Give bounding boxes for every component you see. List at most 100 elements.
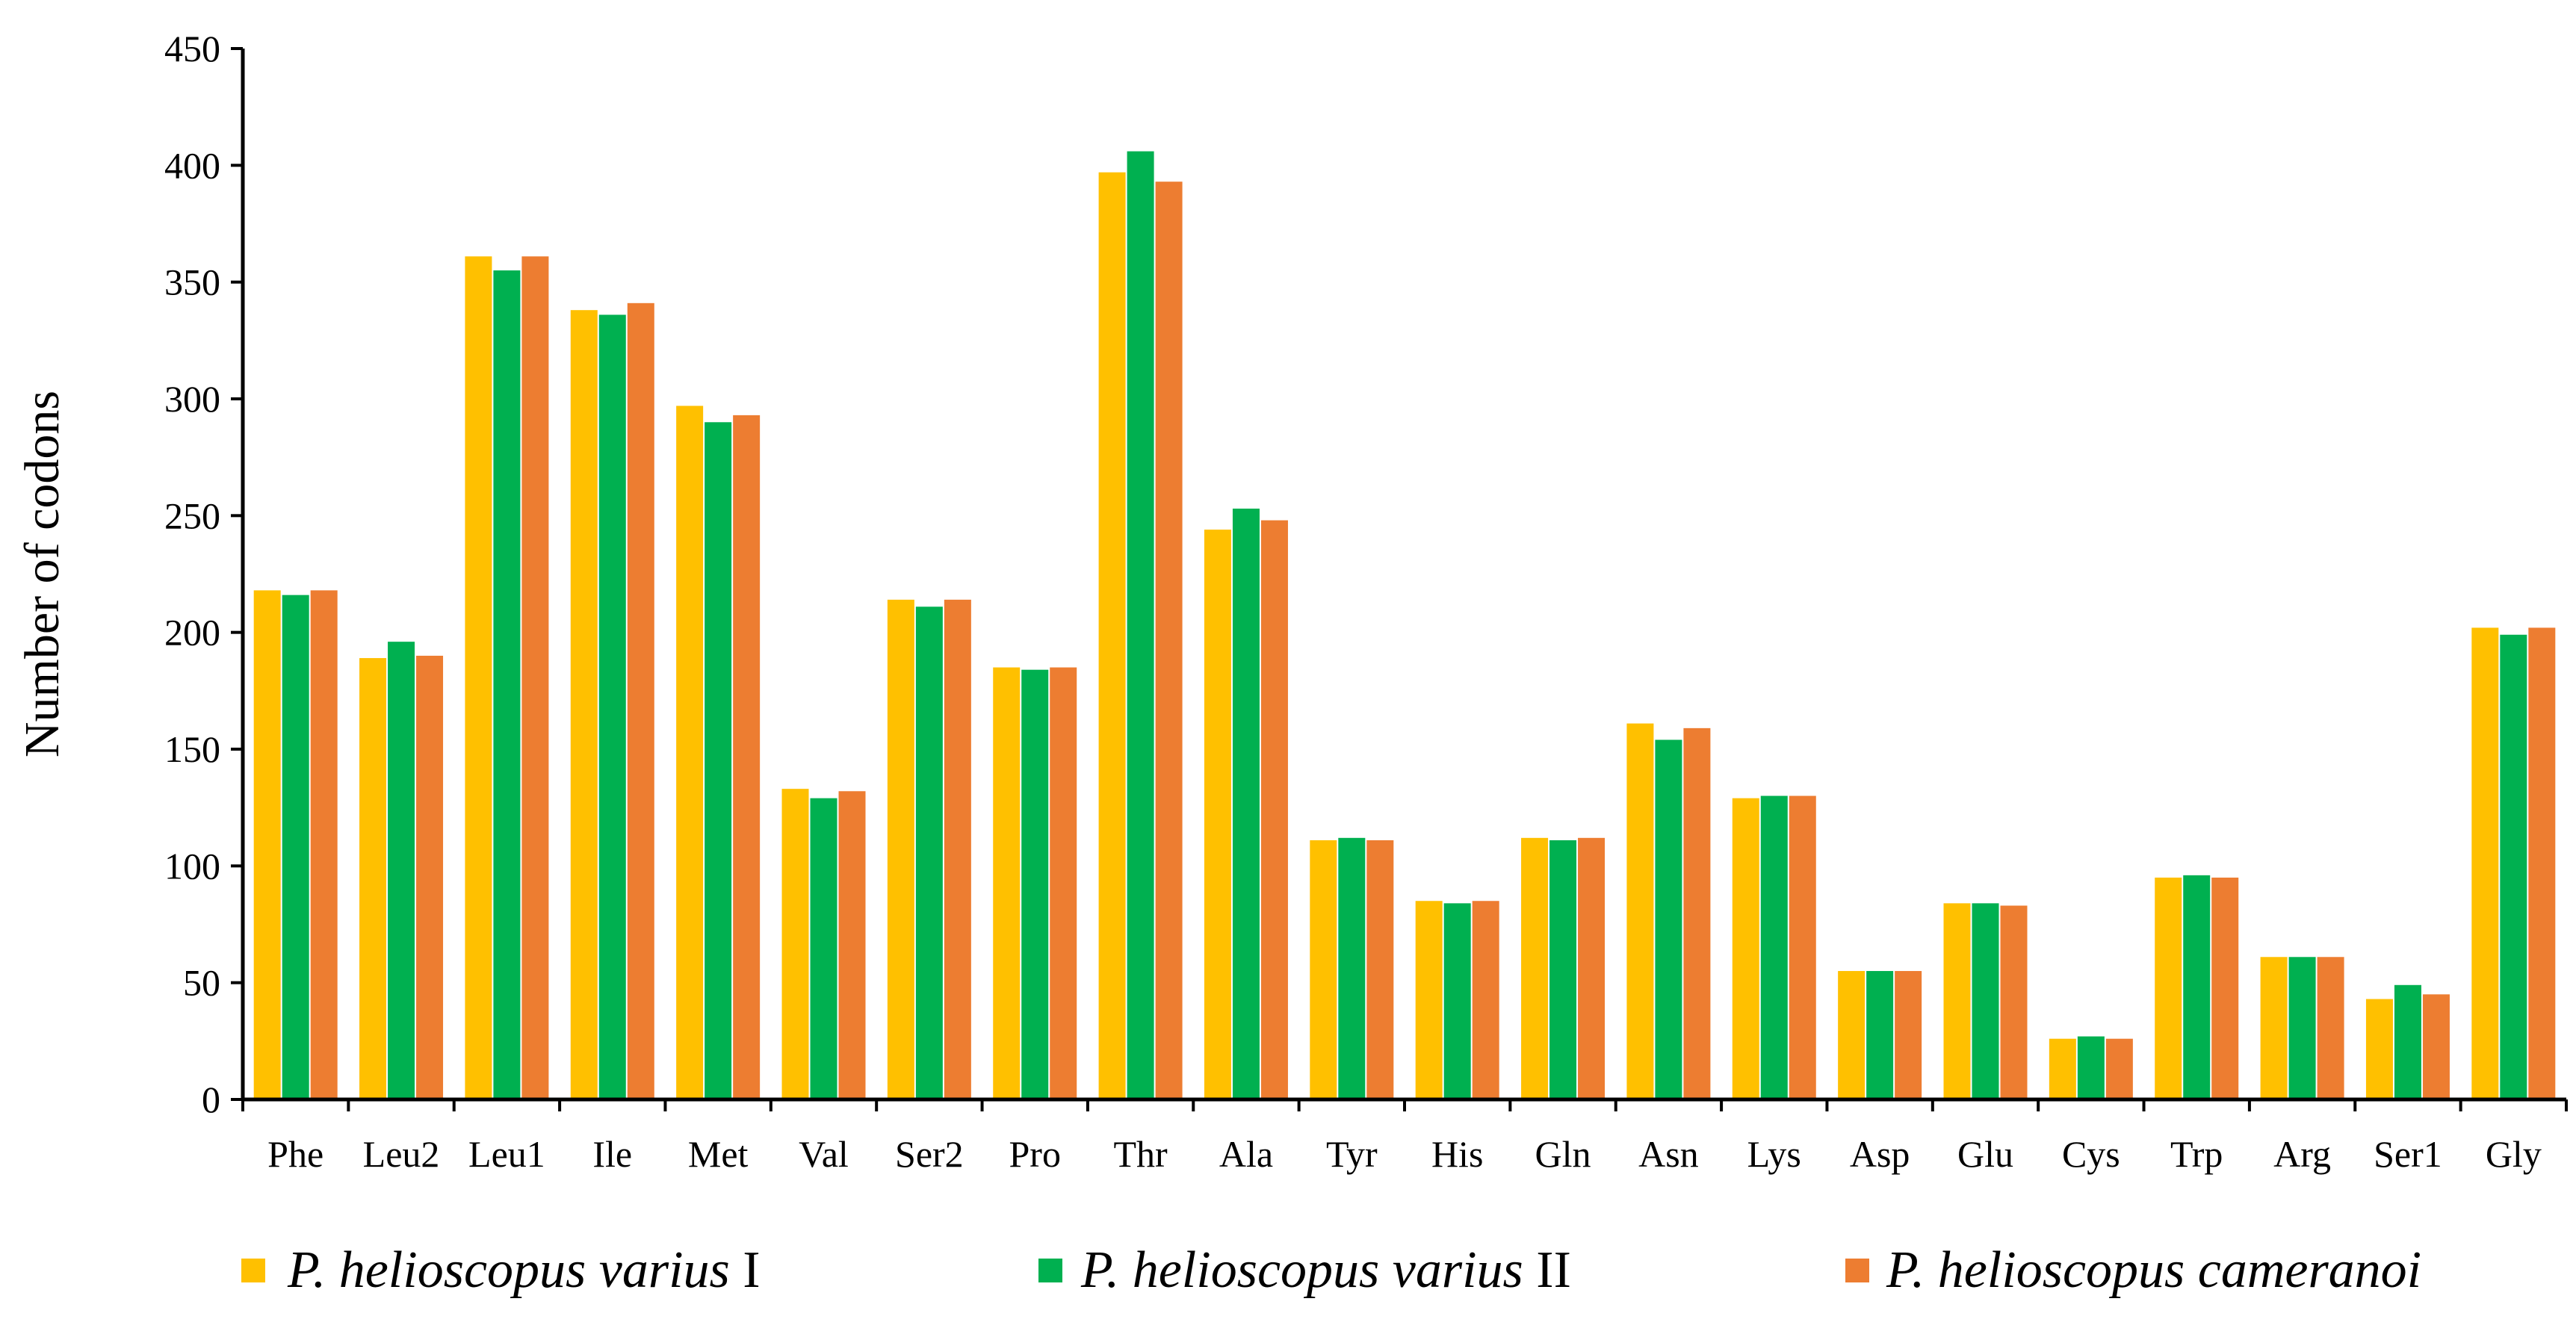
y-tick-label: 200 bbox=[164, 612, 220, 654]
bar-tyr-series-3 bbox=[1366, 840, 1394, 1099]
x-tick-label: Trp bbox=[2170, 1133, 2223, 1175]
bar-ser1-series-1 bbox=[2365, 999, 2393, 1099]
bar-phe-series-3 bbox=[310, 590, 338, 1099]
bar-lys-series-1 bbox=[1732, 798, 1759, 1099]
y-tick-label: 50 bbox=[183, 962, 220, 1004]
legend-label-series-1: P. helioscopus varius I bbox=[287, 1241, 761, 1299]
x-tick-label: Glu bbox=[1957, 1133, 2013, 1175]
bar-pro-series-1 bbox=[993, 667, 1021, 1099]
bars-layer bbox=[253, 151, 2556, 1100]
y-axis-ticks: 0 50 100 150 200 250 300 350 400 450 bbox=[164, 28, 243, 1120]
y-tick-label: 450 bbox=[164, 28, 220, 69]
x-tick-label: Arg bbox=[2273, 1133, 2331, 1175]
bar-ser2-series-2 bbox=[915, 606, 943, 1099]
bar-pro-series-3 bbox=[1050, 667, 1077, 1099]
legend-label-italic: P. helioscopus varius bbox=[1080, 1241, 1523, 1299]
x-tick-label: Val bbox=[799, 1133, 849, 1175]
bar-leu2-series-1 bbox=[359, 658, 387, 1099]
bar-ala-series-3 bbox=[1260, 520, 1288, 1099]
bar-asn-series-3 bbox=[1683, 727, 1711, 1099]
bar-arg-series-3 bbox=[2317, 957, 2344, 1099]
bar-gly-series-3 bbox=[2528, 627, 2556, 1099]
bar-leu1-series-3 bbox=[521, 256, 549, 1100]
y-tick-label: 400 bbox=[164, 144, 220, 186]
legend-label-italic: P. helioscopus varius bbox=[287, 1241, 730, 1299]
bar-leu1-series-2 bbox=[493, 270, 521, 1099]
x-axis-ticks: Phe Leu2 Leu1 Ile Met Val Ser2 Pro Thr Ala Tyr His G… bbox=[241, 1099, 2568, 1175]
bar-ser1-series-3 bbox=[2422, 994, 2450, 1099]
x-tick-label: Met bbox=[688, 1133, 749, 1175]
x-tick-label: Ser1 bbox=[2374, 1133, 2442, 1175]
bar-val-series-1 bbox=[781, 789, 809, 1099]
bar-his-series-3 bbox=[1472, 901, 1499, 1099]
x-tick-label: Ser2 bbox=[895, 1133, 964, 1175]
x-tick-label: Cys bbox=[2062, 1133, 2120, 1175]
bar-tyr-series-1 bbox=[1310, 840, 1337, 1099]
bar-trp-series-1 bbox=[2155, 877, 2182, 1099]
bar-phe-series-2 bbox=[282, 595, 309, 1099]
bar-ala-series-2 bbox=[1232, 508, 1260, 1099]
x-tick-label: Thr bbox=[1113, 1133, 1168, 1175]
legend-label-series-2: P. helioscopus varius II bbox=[1080, 1241, 1571, 1299]
bar-ser2-series-1 bbox=[887, 599, 914, 1099]
bar-asn-series-2 bbox=[1655, 739, 1682, 1099]
bar-leu1-series-1 bbox=[465, 256, 492, 1100]
legend-label-suffix: I bbox=[730, 1241, 761, 1299]
bar-trp-series-3 bbox=[2211, 877, 2239, 1099]
legend-label-series-3: P. helioscopus cameranoi bbox=[1886, 1241, 2421, 1299]
bar-met-series-2 bbox=[705, 422, 732, 1099]
x-tick-label: Leu2 bbox=[363, 1133, 440, 1175]
legend-label-italic: P. helioscopus cameranoi bbox=[1886, 1241, 2421, 1299]
bar-phe-series-1 bbox=[253, 590, 281, 1099]
y-tick-label: 250 bbox=[164, 494, 220, 536]
bar-glu-series-1 bbox=[1943, 903, 1971, 1099]
bar-glu-series-2 bbox=[1972, 903, 1999, 1099]
legend-swatch-series-3 bbox=[1845, 1259, 1869, 1282]
x-tick-label: Tyr bbox=[1326, 1133, 1378, 1175]
bar-val-series-2 bbox=[810, 798, 837, 1099]
bar-gln-series-3 bbox=[1578, 837, 1606, 1099]
legend-swatch-series-2 bbox=[1038, 1259, 1062, 1282]
bar-ile-series-2 bbox=[598, 314, 626, 1100]
bar-asn-series-1 bbox=[1626, 723, 1654, 1099]
x-tick-label: Asn bbox=[1638, 1133, 1699, 1175]
y-axis-title: Number of codons bbox=[15, 391, 69, 757]
bar-met-series-1 bbox=[676, 406, 704, 1099]
bar-ile-series-3 bbox=[627, 302, 654, 1100]
legend-swatch-series-1 bbox=[241, 1259, 265, 1282]
legend: P. helioscopus varius I P. helioscopus va… bbox=[241, 1241, 2421, 1299]
bar-cys-series-2 bbox=[2077, 1036, 2105, 1099]
bar-thr-series-3 bbox=[1155, 182, 1183, 1100]
x-tick-label: His bbox=[1431, 1133, 1483, 1175]
y-tick-label: 100 bbox=[164, 845, 220, 887]
bar-ser2-series-3 bbox=[944, 599, 971, 1099]
bar-trp-series-2 bbox=[2183, 875, 2211, 1099]
x-tick-label: Pro bbox=[1009, 1133, 1060, 1175]
bar-gln-series-1 bbox=[1521, 837, 1549, 1099]
bar-thr-series-2 bbox=[1127, 151, 1154, 1099]
bar-arg-series-1 bbox=[2260, 957, 2288, 1099]
x-tick-label: Lys bbox=[1747, 1133, 1801, 1175]
bar-cys-series-3 bbox=[2105, 1038, 2133, 1099]
bar-ala-series-1 bbox=[1204, 530, 1231, 1099]
bar-pro-series-2 bbox=[1021, 669, 1049, 1099]
bar-ile-series-1 bbox=[570, 310, 598, 1100]
x-tick-label: Phe bbox=[267, 1133, 323, 1175]
x-tick-label: Asp bbox=[1850, 1133, 1910, 1175]
bar-lys-series-2 bbox=[1760, 795, 1788, 1099]
bar-gly-series-2 bbox=[2500, 634, 2527, 1099]
x-tick-label: Ile bbox=[592, 1133, 632, 1175]
bar-cys-series-1 bbox=[2049, 1038, 2076, 1099]
bar-glu-series-3 bbox=[2000, 905, 2028, 1099]
bar-asp-series-1 bbox=[1838, 971, 1866, 1099]
y-tick-label: 300 bbox=[164, 378, 220, 420]
bar-arg-series-2 bbox=[2288, 957, 2316, 1099]
y-tick-label: 350 bbox=[164, 261, 220, 303]
y-tick-label: 0 bbox=[202, 1079, 220, 1120]
bar-thr-series-1 bbox=[1098, 172, 1126, 1099]
bar-met-series-3 bbox=[733, 415, 761, 1099]
bar-gly-series-1 bbox=[2471, 627, 2499, 1099]
bar-leu2-series-2 bbox=[388, 642, 415, 1099]
bar-asp-series-3 bbox=[1895, 971, 1922, 1099]
